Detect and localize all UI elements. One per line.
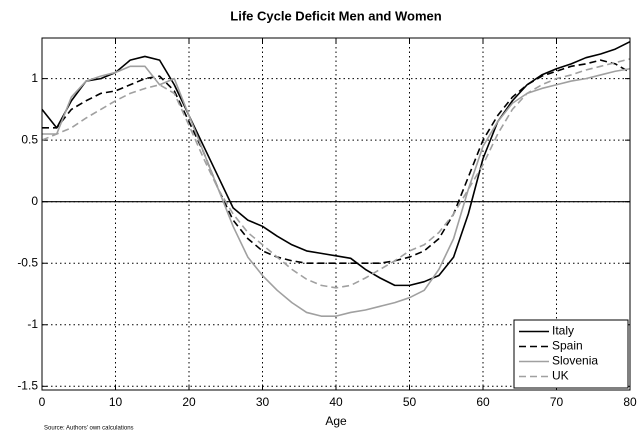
chart-title: Life Cycle Deficit Men and Women	[230, 8, 441, 23]
series-line	[41, 58, 631, 289]
plot-frame	[41, 37, 631, 391]
x-tick-label: 70	[550, 395, 564, 409]
x-tick-label: 50	[403, 395, 417, 409]
source-note: Source: Authors' own calculations	[44, 426, 134, 432]
x-tick-label: 30	[256, 395, 270, 409]
legend-label: Italy	[552, 324, 574, 338]
y-tick-label: -0.5	[17, 255, 38, 269]
x-tick-label: 40	[329, 395, 343, 409]
y-tick-label: 1	[31, 71, 38, 85]
x-tick-label: 80	[623, 395, 637, 409]
y-tick-label: -1.5	[17, 378, 38, 392]
legend-label: Spain	[552, 339, 583, 353]
legend-label: Slovenia	[552, 354, 598, 368]
x-tick-label: 60	[476, 395, 490, 409]
legend-label: UK	[552, 369, 569, 383]
y-tick-label: 0.5	[21, 132, 38, 146]
x-tick-label: 20	[182, 395, 196, 409]
x-tick-label: 10	[109, 395, 123, 409]
x-axis-label: Age	[325, 414, 347, 428]
y-tick-label: -1	[27, 317, 38, 331]
series-line	[42, 59, 631, 265]
series-line	[42, 65, 631, 317]
y-tick-label: 0	[31, 194, 38, 208]
x-tick-label: 0	[39, 395, 46, 409]
